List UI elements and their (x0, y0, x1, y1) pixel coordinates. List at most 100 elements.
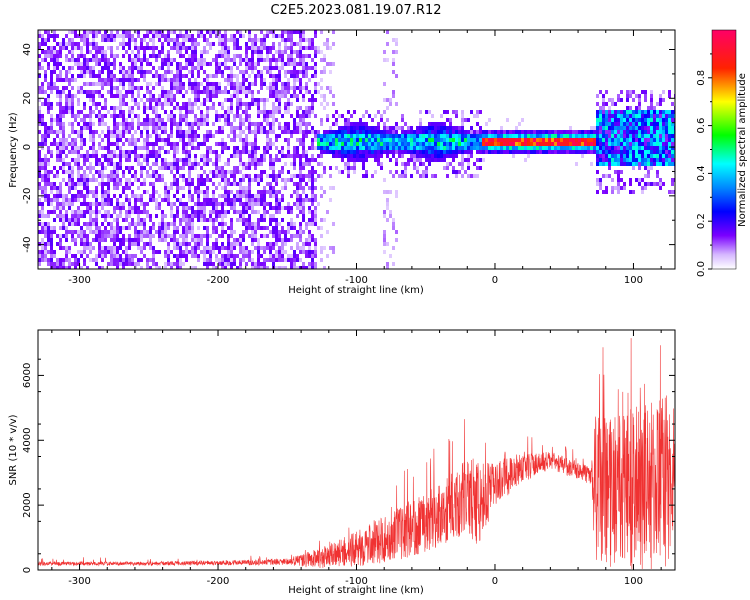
heatmap-cell (119, 254, 122, 258)
heatmap-cell (287, 54, 290, 58)
heatmap-cell (458, 146, 461, 150)
heatmap-cell (92, 238, 95, 242)
heatmap-cell (221, 226, 224, 230)
heatmap-cell (167, 94, 170, 98)
heatmap-cell (257, 102, 260, 106)
heatmap-cell (302, 122, 305, 126)
heatmap-cell (71, 166, 74, 170)
heatmap-cell (290, 162, 293, 166)
heatmap-cell (620, 162, 623, 166)
heatmap-cell (164, 94, 167, 98)
heatmap-cell (302, 58, 305, 62)
heatmap-cell (101, 174, 104, 178)
heatmap-cell (227, 122, 230, 126)
heatmap-cell (257, 158, 260, 162)
heatmap-cell (167, 186, 170, 190)
heatmap-cell (107, 190, 110, 194)
heatmap-cell (338, 130, 341, 134)
heatmap-cell (395, 122, 398, 126)
heatmap-cell (59, 186, 62, 190)
heatmap-cell (281, 114, 284, 118)
heatmap-cell (614, 162, 617, 166)
heatmap-cell (137, 50, 140, 54)
heatmap-cell (218, 126, 221, 130)
heatmap-cell (110, 134, 113, 138)
heatmap-cell (317, 50, 320, 54)
heatmap-cell (347, 162, 350, 166)
heatmap-cell (236, 154, 239, 158)
heatmap-cell (47, 258, 50, 262)
heatmap-cell (176, 86, 179, 90)
heatmap-cell (104, 254, 107, 258)
heatmap-cell (203, 182, 206, 186)
heatmap-cell (320, 174, 323, 178)
heatmap-cell (434, 158, 437, 162)
heatmap-cell (671, 158, 674, 162)
heatmap-cell (41, 250, 44, 254)
heatmap-cell (176, 258, 179, 262)
heatmap-cell (275, 66, 278, 70)
heatmap-cell (620, 154, 623, 158)
heatmap-cell (182, 42, 185, 46)
heatmap-cell (311, 258, 314, 262)
heatmap-cell (38, 150, 41, 154)
heatmap-cell (311, 166, 314, 170)
heatmap-cell (140, 258, 143, 262)
heatmap-cell (308, 146, 311, 150)
heatmap-cell (245, 78, 248, 82)
heatmap-cell (293, 254, 296, 258)
heatmap-cell (173, 222, 176, 226)
heatmap-cell (395, 194, 398, 198)
heatmap-cell (467, 158, 470, 162)
heatmap-cell (92, 90, 95, 94)
heatmap-cell (113, 54, 116, 58)
heatmap-cell (239, 150, 242, 154)
heatmap-cell (263, 214, 266, 218)
heatmap-cell (122, 78, 125, 82)
heatmap-cell (56, 118, 59, 122)
heatmap-cell (110, 222, 113, 226)
heatmap-cell (173, 98, 176, 102)
heatmap-cell (323, 218, 326, 222)
heatmap-cell (251, 262, 254, 266)
heatmap-cell (203, 250, 206, 254)
heatmap-cell (602, 162, 605, 166)
heatmap-cell (200, 142, 203, 146)
heatmap-cell (194, 66, 197, 70)
heatmap-cell (605, 110, 608, 114)
heatmap-cell (644, 122, 647, 126)
heatmap-cell (56, 202, 59, 206)
heatmap-cell (164, 138, 167, 142)
heatmap-cell (302, 230, 305, 234)
heatmap-cell (359, 150, 362, 154)
heatmap-cell (215, 242, 218, 246)
heatmap-cell (128, 142, 131, 146)
heatmap-cell (239, 70, 242, 74)
heatmap-cell (149, 142, 152, 146)
heatmap-cell (473, 162, 476, 166)
heatmap-cell (344, 134, 347, 138)
heatmap-cell (329, 150, 332, 154)
heatmap-cell (401, 130, 404, 134)
heatmap-cell (98, 94, 101, 98)
heatmap-cell (386, 218, 389, 222)
heatmap-cell (311, 238, 314, 242)
heatmap-cell (314, 194, 317, 198)
heatmap-cell (311, 146, 314, 150)
heatmap-cell (86, 166, 89, 170)
heatmap-cell (113, 118, 116, 122)
heatmap-cell (605, 138, 608, 142)
heatmap-cell (443, 138, 446, 142)
heatmap-cell (668, 190, 671, 194)
heatmap-cell (578, 134, 581, 138)
heatmap-cell (164, 182, 167, 186)
heatmap-cell (59, 266, 62, 269)
heatmap-cell (113, 150, 116, 154)
heatmap-cell (599, 162, 602, 166)
heatmap-cell (107, 70, 110, 74)
heatmap-cell (227, 110, 230, 114)
heatmap-cell (320, 234, 323, 238)
heatmap-cell (50, 238, 53, 242)
heatmap-cell (617, 158, 620, 162)
heatmap-cell (638, 130, 641, 134)
